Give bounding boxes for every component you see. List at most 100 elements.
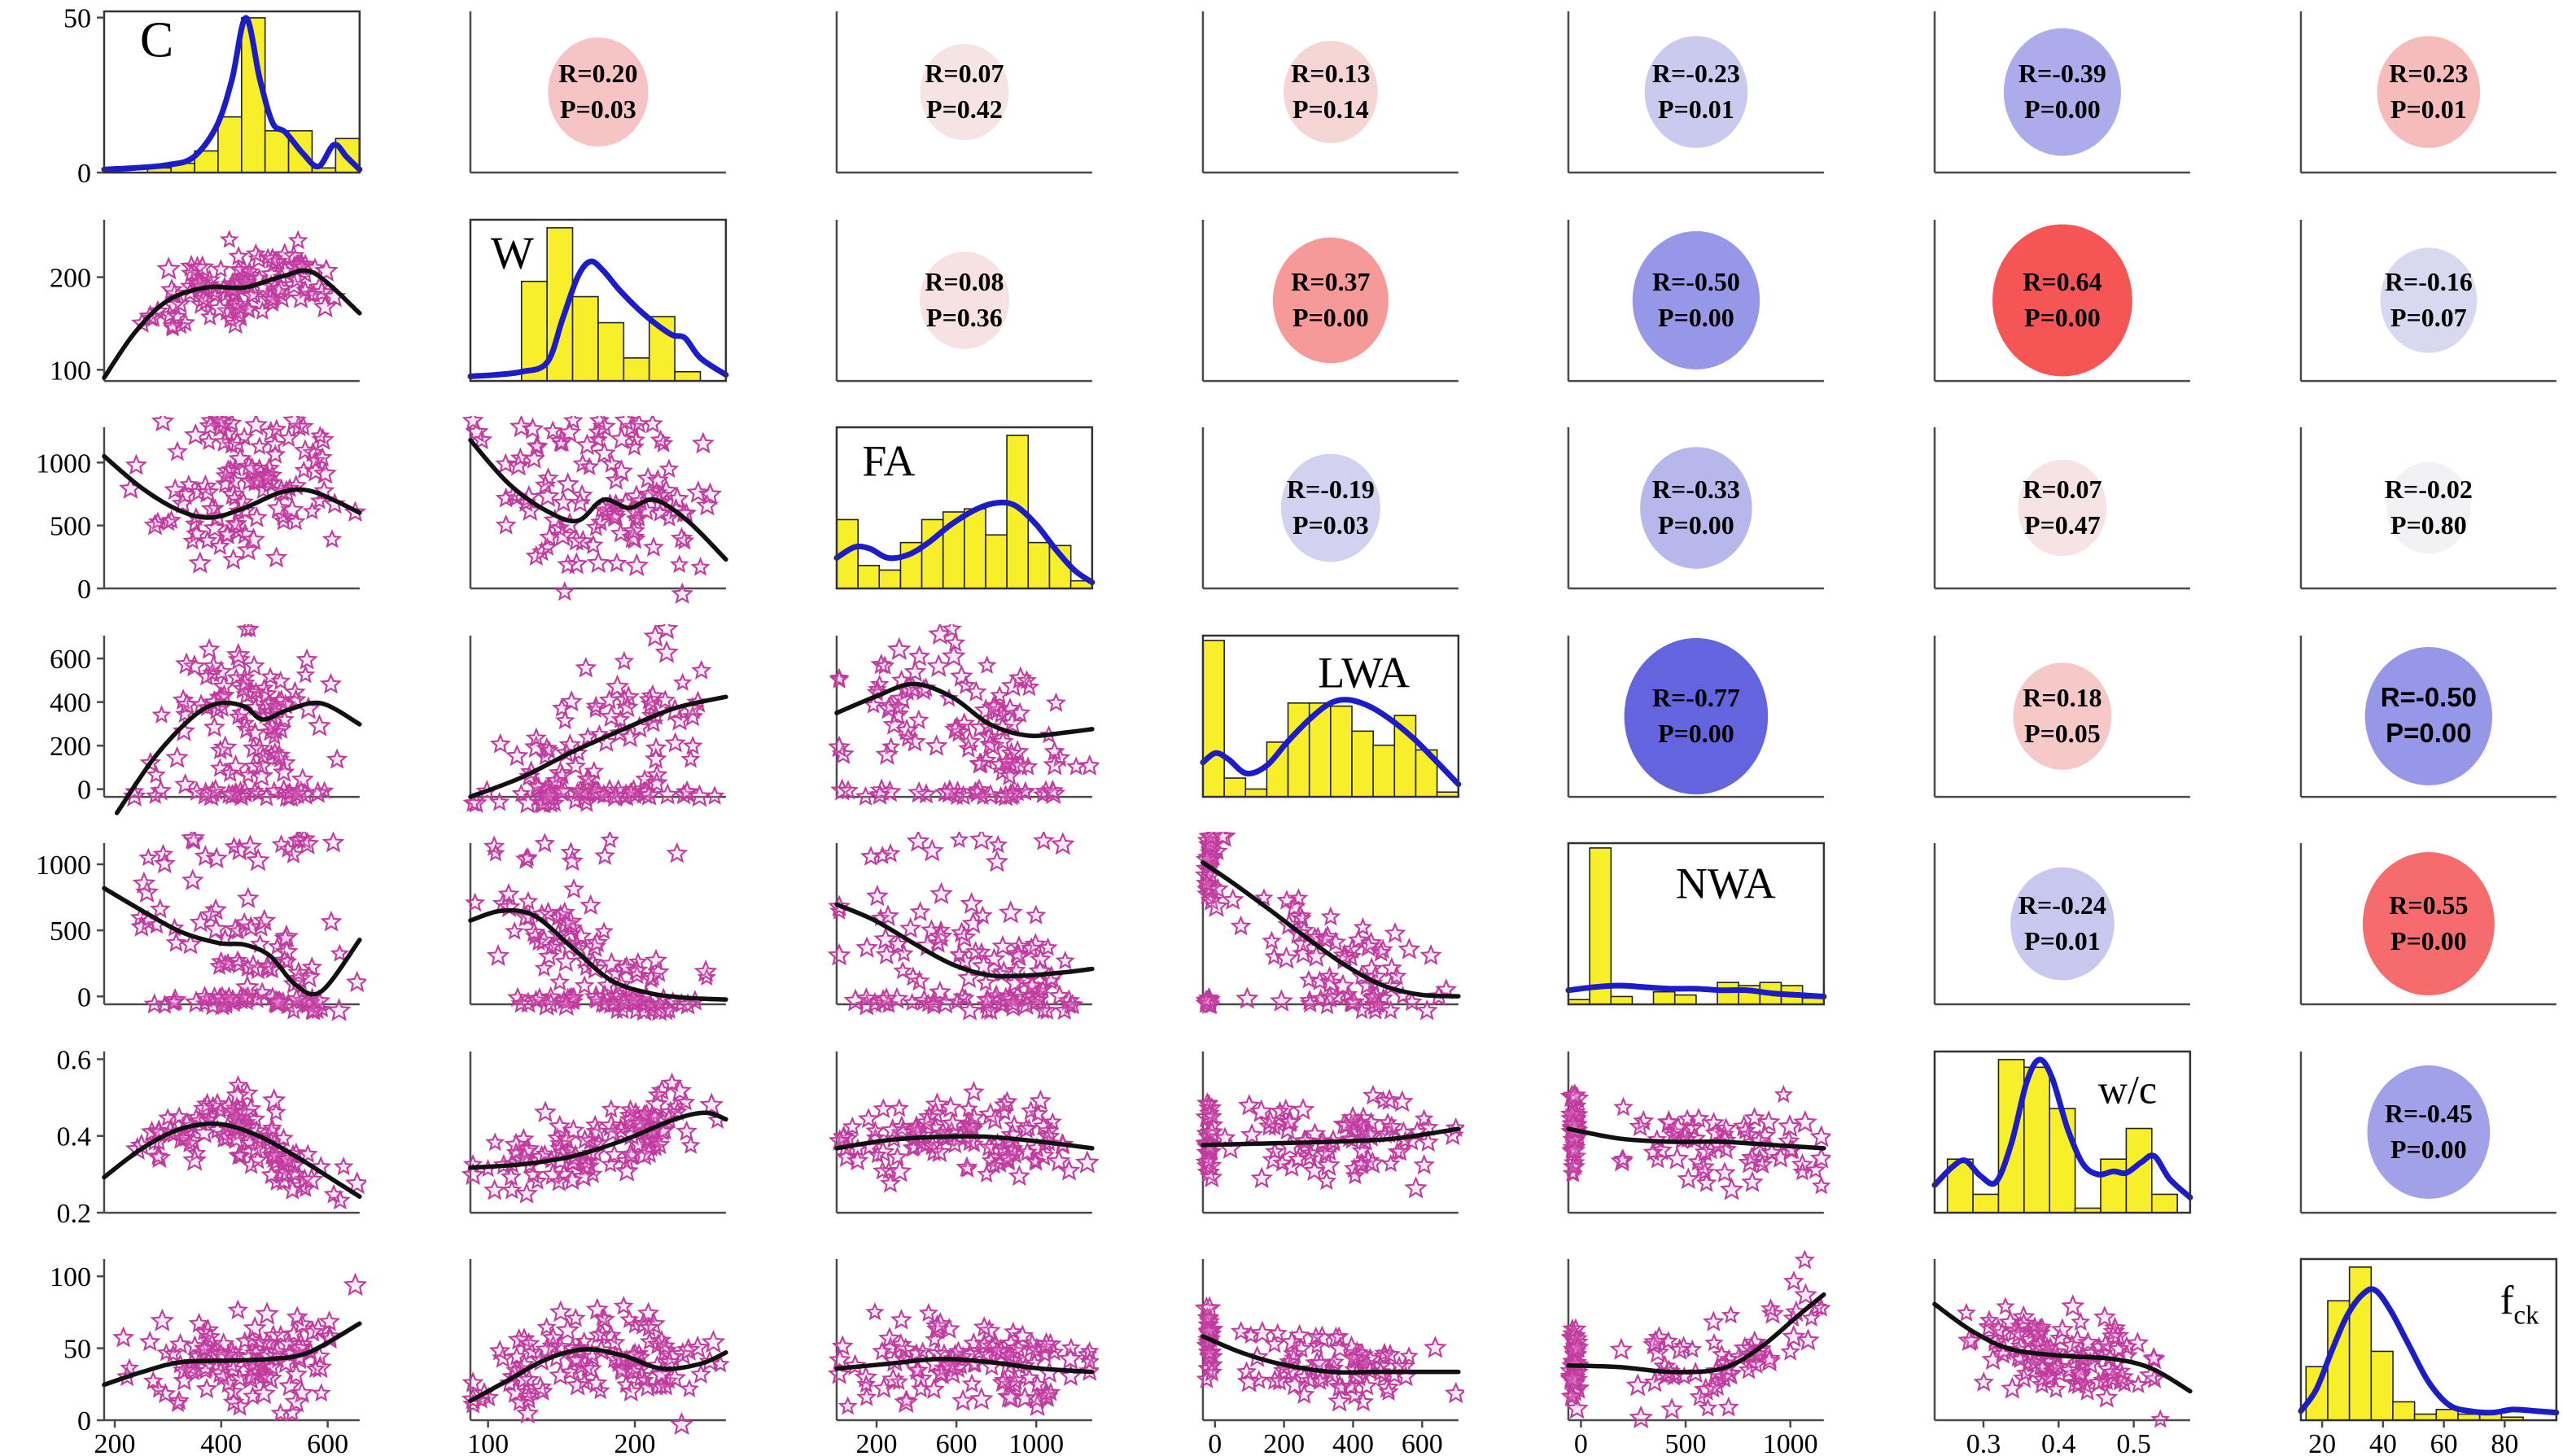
plot-box: [103, 10, 361, 174]
correlation-p-value: P=0.00: [1658, 510, 1734, 540]
plot-box: [1568, 842, 1826, 1006]
correlation-r-value: R=-0.77: [1652, 683, 1740, 712]
panel-correlation-NWA-fck: R=0.55 P=0.00: [2299, 843, 2557, 1006]
correlation-r-value: R=-0.39: [2018, 59, 2106, 88]
matrix-cell-r2c6: R=0.64 P=0.00: [1830, 208, 2197, 417]
matrix-cell-r7c1: 0 50 100 200 400 600: [0, 1248, 366, 1456]
correlation-circle: [2018, 459, 2107, 557]
correlation-circle: [2363, 852, 2495, 996]
trend-line: [1566, 1126, 1827, 1151]
correlation-r-value: R=0.55: [2389, 890, 2468, 920]
y-tick-label: 0.2: [56, 1199, 90, 1229]
trend-line: [468, 1110, 728, 1170]
scatter-points: [461, 1072, 728, 1204]
panel-histogram-fck: fck 20 40 60 80: [2298, 1258, 2560, 1456]
panel-correlation-LWA-w/c: R=0.18 P=0.05: [1933, 635, 2191, 798]
panel-correlation-W-LWA: R=0.37 P=0.00: [1201, 219, 1459, 382]
y-tick-label: 400: [50, 688, 91, 718]
panel-histogram-FA: FA: [833, 426, 1096, 590]
panel-scatter-LWA-fck: 0 200 400 600: [1194, 1259, 1465, 1456]
matrix-cell-r6c6: w/c: [1830, 1040, 2197, 1248]
correlation-circle: [1280, 453, 1380, 562]
y-tick-label: 0: [77, 1406, 91, 1436]
scatter-points: [112, 1273, 366, 1423]
panel-correlation-FA-fck: R=-0.02 P=0.80: [2299, 427, 2557, 590]
panel-scatter-FA-LWA: [827, 623, 1099, 807]
matrix-cell-r7c3: 200 600 1000: [733, 1248, 1099, 1456]
panel-correlation-W-fck: R=-0.16 P=0.07: [2299, 219, 2557, 382]
matrix-cell-r5c1: 0 500 1000: [0, 832, 366, 1040]
trend-line: [833, 1357, 1095, 1375]
y-tick-label: 0: [77, 983, 91, 1013]
scatter-points: [1194, 1296, 1465, 1412]
trend-line: [102, 885, 362, 997]
correlation-circle: [1272, 237, 1389, 363]
matrix-cell-r2c1: 100 200: [0, 208, 366, 417]
correlation-circle: [2380, 247, 2478, 353]
x-tick-label: 0: [1574, 1429, 1588, 1456]
y-tick-label: 100: [50, 356, 91, 386]
panel-scatter-C-w/c: 0.2 0.4 0.6: [56, 1045, 366, 1229]
x-tick-label: 200: [1263, 1429, 1305, 1456]
y-tick-label: 50: [63, 4, 91, 34]
correlation-p-value: P=0.14: [1292, 94, 1369, 124]
panel-scatter-W-LWA: [462, 623, 728, 814]
correlation-p-value: P=0.05: [2024, 719, 2101, 748]
matrix-cell-r7c7: fck 20 40 60 80: [2197, 1248, 2563, 1456]
variable-label: fck: [2500, 1278, 2539, 1331]
matrix-cell-r5c2: [366, 832, 733, 1040]
x-tick-label: 200: [855, 1429, 897, 1456]
matrix-cell-r3c6: R=0.07 P=0.47: [1830, 416, 2197, 624]
x-tick-label: 500: [1665, 1429, 1707, 1456]
correlation-circle: [1625, 637, 1769, 794]
kde-curve: [1200, 696, 1461, 787]
matrix-cell-r5c7: R=0.55 P=0.00: [2197, 832, 2563, 1040]
matrix-cell-r4c1: 0 200 400 600: [0, 623, 366, 833]
panel-scatter-C-W: 100 200: [50, 219, 362, 386]
panel-correlation-w/c-fck: R=-0.45 P=0.00: [2299, 1051, 2557, 1214]
correlation-r-value: R=-0.45: [2385, 1099, 2473, 1128]
variable-label: C: [140, 12, 173, 68]
panel-scatter-FA-NWA: [827, 832, 1095, 1021]
y-tick-label: 0.6: [56, 1045, 90, 1075]
trend-line: [1200, 1126, 1461, 1148]
variable-label: LWA: [1318, 648, 1410, 697]
trend-line: [1200, 860, 1461, 999]
correlation-circle: [2010, 867, 2115, 981]
panel-correlation-W-FA: R=0.08 P=0.36: [835, 219, 1092, 382]
x-tick-label: 400: [1332, 1429, 1374, 1456]
x-tick-label: 600: [307, 1429, 348, 1456]
x-tick-label: 60: [2430, 1429, 2458, 1456]
matrix-cell-r4c4: LWA: [1099, 624, 1465, 833]
correlation-r-value: R=0.37: [1291, 267, 1370, 296]
scatter-points: [129, 832, 366, 1021]
variable-label: NWA: [1676, 859, 1776, 908]
panel-scatter-W-w/c: [461, 1051, 728, 1214]
kde-curve: [101, 15, 363, 173]
scatter-points: [1957, 1294, 2171, 1428]
panel-correlation-C-NWA: R=-0.23 P=0.01: [1568, 11, 1825, 174]
correlation-circle: [2013, 662, 2112, 770]
plot-box: [835, 426, 1093, 590]
correlation-circle: [2004, 28, 2122, 156]
correlation-p-value: P=0.36: [926, 303, 1003, 332]
trend-line: [102, 1321, 362, 1388]
correlation-r-value: R=-0.50: [2381, 682, 2477, 712]
y-tick-label: 0: [77, 575, 91, 605]
matrix-cell-r5c3: [733, 832, 1099, 1040]
correlation-r-value: R=-0.50: [1652, 267, 1740, 296]
histogram-bars: [2305, 1266, 2525, 1422]
panel-scatter-LWA-NWA: [1194, 832, 1461, 1021]
variable-label: W: [491, 228, 534, 278]
panel-correlation-C-LWA: R=0.13 P=0.14: [1201, 11, 1459, 174]
correlation-r-value: R=0.08: [925, 267, 1004, 296]
plot-box: [1933, 1050, 2192, 1214]
panel-scatter-W-fck: 100 200: [461, 1259, 730, 1456]
scatter-points: [827, 832, 1083, 1021]
matrix-cell-r2c3: R=0.08 P=0.36: [733, 208, 1099, 417]
trend-line: [833, 902, 1095, 979]
y-tick-label: 1000: [36, 448, 91, 479]
correlation-r-value: R=-0.24: [2018, 890, 2106, 920]
x-tick-label: 200: [614, 1429, 655, 1456]
panel-histogram-NWA: NWA: [1565, 842, 1827, 1006]
